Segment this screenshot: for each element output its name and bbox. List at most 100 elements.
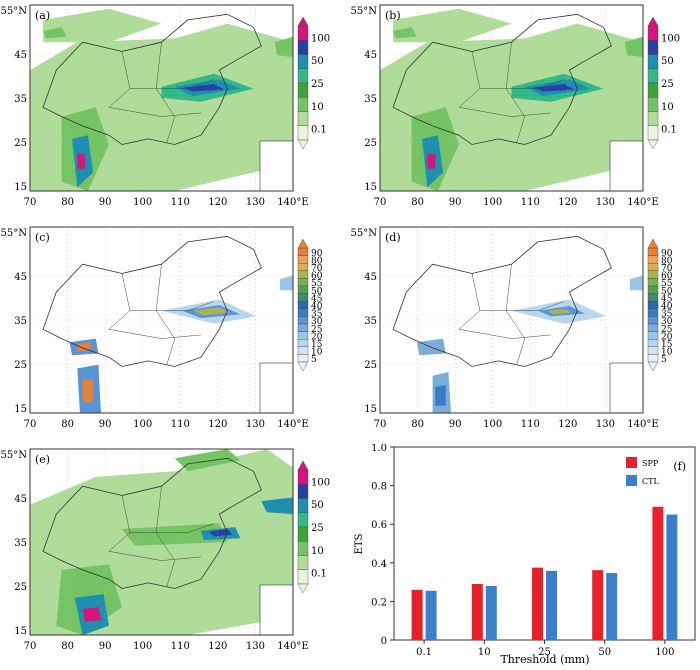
colorbar-segment [297,82,309,98]
colorbar-label: 70 [311,264,323,274]
lat-tick-label: 55°N [351,228,378,239]
country-boundary [42,235,262,367]
colorbar-segment [297,323,309,332]
precip-blob [77,153,86,169]
precip-field [30,8,293,191]
lon-tick-label: 120 [558,419,577,430]
colorbar-label: 55 [661,279,673,289]
map-frame [29,226,294,414]
lon-tick-label: 140°E [277,419,308,430]
lat-tick-label: 45 [364,272,377,283]
lon-tick-label: 130 [246,641,265,652]
precip-blob [427,153,436,169]
bar-spp [471,584,483,640]
precip-blob [193,307,230,316]
lon-tick-label: 130 [596,197,615,208]
colorbar-label: 100 [311,33,330,44]
colorbar-label: 25 [311,523,324,534]
precip-blob [82,379,94,402]
bar-ctl [606,573,618,640]
colorbar-segment [297,263,309,272]
y-tick-label: 0.8 [371,482,387,493]
precip-blob [393,8,512,43]
colorbar-segment [297,97,309,112]
lat-tick-label: 45 [14,272,27,283]
south-china-sea-inset [259,362,294,414]
colorbar-label: 20 [311,332,323,342]
province-boundary [108,329,202,339]
map-panel-a: (a) 55°N 45 35 25 15 70 80 90 100 110 120 130 140°E 10… [0,0,350,222]
colorbar-top-arrow [647,16,659,27]
colorbar-top-arrow [297,238,309,249]
lon-tick-label: 100 [483,197,502,208]
colorbar-bottom-arrow [297,583,309,594]
map-panel-b: (b) 55°N 45 35 25 15 70 80 90 100 110 120 130 140°E 10… [350,0,700,222]
lon-tick-label: 140°E [627,419,658,430]
lat-tick-label: 55°N [1,6,28,17]
lat-tick-label: 35 [14,316,27,327]
colorbar-label: 20 [661,332,673,342]
colorbar-segment [647,316,659,325]
lat-tick-label: 45 [14,50,27,61]
colorbar-label: 90 [661,249,673,259]
colorbar-label: 50 [311,500,324,511]
colorbar-segment [297,469,309,485]
colorbar-segment [647,323,659,332]
colorbar-top-arrow [297,460,309,471]
lon-tick-label: 100 [133,641,152,652]
lon-tick-label: 80 [61,197,74,208]
lat-tick-label: 15 [14,404,27,415]
map-frame [29,448,294,636]
colorbar-label: 90 [311,249,323,259]
province-boundary [479,79,565,89]
province-boundary [505,264,525,339]
colorbar-segment [297,498,309,513]
colorbar-segment [297,338,309,347]
bar-spp [532,567,543,640]
lon-tick-label: 80 [411,197,424,208]
province-boundary [516,116,525,143]
lon-tick-label: 90 [449,197,462,208]
colorbar-segment [647,354,659,363]
legend-label: CTL [642,477,659,486]
colorbar-bottom-arrow [297,361,309,372]
lat-tick-label: 45 [364,50,377,61]
chart-legend: SPP CTL [626,457,659,486]
precip-blob [624,36,643,58]
lon-tick-label: 140°E [277,641,308,652]
y-tick-label: 0 [381,636,387,647]
lon-tick-label: 110 [171,197,190,208]
province-boundary [129,79,215,89]
colorbar-segment [297,25,309,41]
south-china-sea-inset [609,140,644,192]
lat-tick-label: 15 [364,182,377,193]
colorbar-segment [297,569,309,585]
province-boundary [516,338,525,365]
province-boundary [458,273,481,330]
colorbar-segment [297,111,309,126]
colorbar-label: 0.1 [661,125,677,136]
colorbar-segment [297,293,309,302]
ets-chart: (f) SPP CTL 0 0.2 0.4 0.6 0.8 1.0 0.1 10 25 50 100… [354,443,696,666]
lon-tick-label: 110 [521,419,540,430]
lon-tick-label: 100 [133,197,152,208]
chart-frame [393,446,696,641]
precip-field [69,275,293,413]
lon-tick-label: 120 [558,197,577,208]
lon-tick-label: 90 [99,197,112,208]
colorbar-segment [647,255,659,264]
lon-tick-label: 70 [24,197,37,208]
map-frame [29,4,294,192]
x-tick-label: 50 [598,647,611,658]
colorbar-label: 10 [311,102,324,113]
precip-blob [43,27,67,39]
precip-blob [548,308,572,315]
south-china-sea-inset [259,140,294,192]
lon-tick-label: 70 [24,419,37,430]
colorbar-label: 40 [661,302,673,312]
province-boundary [166,560,175,587]
chart-y-axis-title: ETS [354,533,365,554]
colorbar-segment [647,263,659,272]
colorbar-label: 50 [661,56,674,67]
